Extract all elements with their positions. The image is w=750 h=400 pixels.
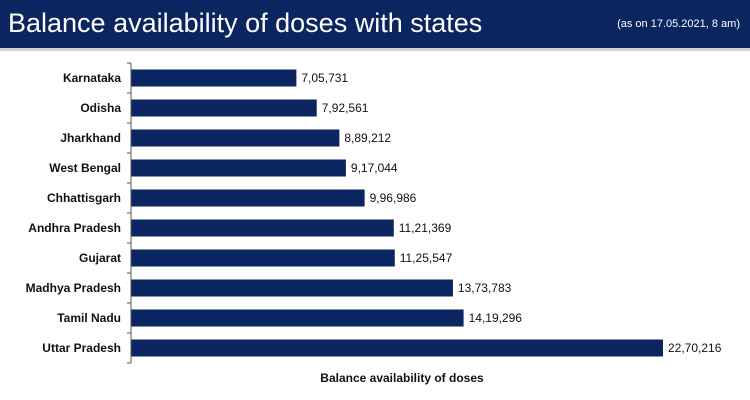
category-label: Uttar Pradesh <box>42 341 121 355</box>
bar-odisha <box>131 99 317 117</box>
data-label: 9,17,044 <box>351 161 398 175</box>
data-label: 13,73,783 <box>458 281 512 295</box>
data-label: 9,96,986 <box>370 191 417 205</box>
data-label: 11,25,547 <box>400 251 453 265</box>
header-banner: Balance availability of doses with state… <box>0 0 750 48</box>
bar-west-bengal <box>131 159 346 177</box>
bar-chhattisgarh <box>131 189 365 207</box>
bar-tamil-nadu <box>131 309 464 327</box>
bar-madhya-pradesh <box>131 279 453 297</box>
bar-jharkhand <box>131 129 340 147</box>
data-label: 7,92,561 <box>322 101 369 115</box>
data-label: 22,70,216 <box>668 341 722 355</box>
date-note: (as on 17.05.2021, 8 am) <box>617 18 740 30</box>
bar-karnataka <box>131 69 297 87</box>
category-label: Odisha <box>80 101 121 115</box>
x-axis-label: Balance availability of doses <box>320 371 484 385</box>
header-divider <box>0 48 750 51</box>
category-label: Gujarat <box>79 251 121 265</box>
data-label: 7,05,731 <box>301 71 348 85</box>
category-label: Chhattisgarh <box>47 191 121 205</box>
category-label: West Bengal <box>49 161 121 175</box>
data-label: 8,89,212 <box>344 131 391 145</box>
category-label: Karnataka <box>63 71 121 85</box>
data-label: 11,21,369 <box>399 221 452 235</box>
bar-uttar-pradesh <box>131 339 663 357</box>
category-label: Jharkhand <box>60 131 121 145</box>
page-title: Balance availability of doses with state… <box>8 8 483 38</box>
data-label: 14,19,296 <box>469 311 523 325</box>
bar-andhra-pradesh <box>131 219 394 237</box>
category-label: Andhra Pradesh <box>28 221 121 235</box>
bar-gujarat <box>131 249 395 267</box>
bar-chart: Karnataka 7,05,731 Odisha 7,92,561 Jharkhand… <box>26 62 722 385</box>
category-label: Tamil Nadu <box>57 311 121 325</box>
category-label: Madhya Pradesh <box>26 281 121 295</box>
